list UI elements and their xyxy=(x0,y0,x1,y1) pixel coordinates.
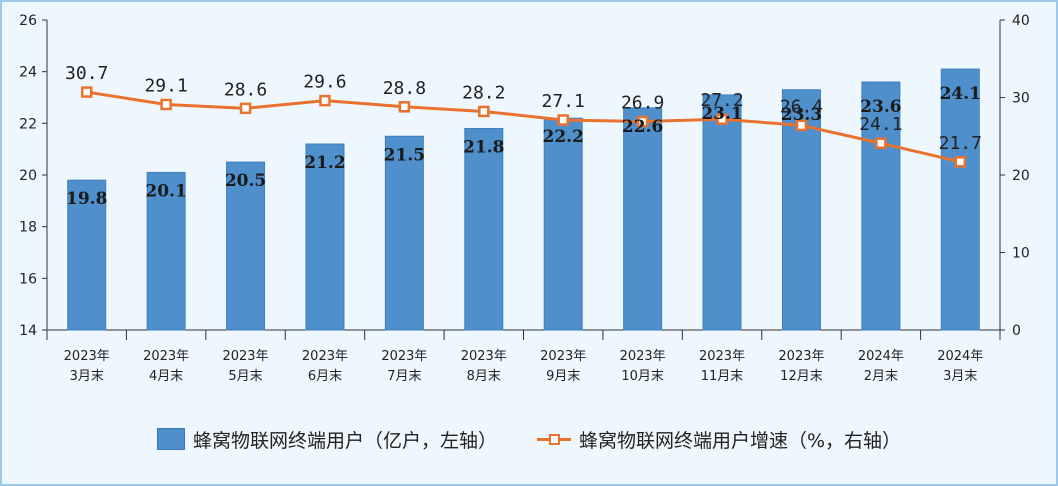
bar-value-label: 21.8 xyxy=(463,138,504,158)
growth-line xyxy=(86,90,961,164)
line-value-label: 24.1 xyxy=(859,114,902,135)
bar-value-label: 22.2 xyxy=(543,127,584,147)
bar-value-label: 23.3 xyxy=(781,105,822,125)
line-point xyxy=(319,94,331,107)
bar xyxy=(464,128,504,331)
x-tick-label-year: 2023年 xyxy=(302,349,348,364)
legend-line-label: 蜂窝物联网终端用户增速（%，右轴） xyxy=(578,429,902,452)
legend-line-swatch xyxy=(536,429,571,449)
line-point xyxy=(716,113,728,125)
bar-value-label: 24.1 xyxy=(940,84,981,104)
x-tick-label-month: 4月末 xyxy=(149,369,183,384)
line-point xyxy=(795,119,808,132)
bar-value-label: 23.1 xyxy=(701,104,742,124)
x-tick-label-month: 10月末 xyxy=(621,369,664,384)
x-tick-label-year: 2024年 xyxy=(858,349,904,364)
line-point xyxy=(80,86,93,98)
bar xyxy=(543,117,583,331)
bar-value-label: 22.6 xyxy=(622,117,663,137)
legend: 蜂窝物联网终端用户（亿户，左轴） 蜂窝物联网终端用户增速（%，右轴） xyxy=(0,424,1058,454)
line-value-label: 29.6 xyxy=(303,72,346,93)
left-tick-label: 16 xyxy=(19,271,37,287)
x-tick-label-year: 2023年 xyxy=(222,349,268,364)
line-value-label: 26.4 xyxy=(780,96,823,117)
line-value-label: 21.7 xyxy=(939,133,982,154)
left-tick-label: 20 xyxy=(19,168,37,184)
line-point xyxy=(398,101,411,113)
x-tick-label-month: 9月末 xyxy=(546,369,580,384)
line-point xyxy=(239,102,252,115)
right-tick-label: 40 xyxy=(1012,13,1030,29)
bar xyxy=(861,81,901,331)
bar xyxy=(384,135,424,331)
line-value-label: 27.2 xyxy=(700,90,743,111)
left-tick-label: 22 xyxy=(19,116,37,132)
x-tick-label-month: 6月末 xyxy=(308,369,342,384)
line-value-label: 30.7 xyxy=(65,63,108,84)
x-tick-label-month: 11月末 xyxy=(701,369,744,384)
line-point xyxy=(557,114,569,126)
left-tick-label: 14 xyxy=(19,323,37,339)
bar-value-label: 20.1 xyxy=(145,181,186,201)
right-tick-label: 30 xyxy=(1012,91,1030,107)
x-tick-label-year: 2023年 xyxy=(778,349,824,364)
right-tick-label: 10 xyxy=(1012,246,1030,262)
right-tick-label: 20 xyxy=(1012,168,1030,184)
line-point xyxy=(478,105,490,118)
bar xyxy=(940,68,980,331)
line-value-label: 27.1 xyxy=(542,91,585,112)
x-tick-label-month: 8月末 xyxy=(467,369,501,384)
line-value-label: 29.1 xyxy=(144,75,187,96)
bar xyxy=(305,143,345,331)
x-tick-label-year: 2023年 xyxy=(540,349,586,364)
x-tick-label-year: 2023年 xyxy=(620,349,666,364)
line-point xyxy=(954,156,967,168)
x-tick-label-year: 2024年 xyxy=(937,349,983,364)
line-value-label: 26.9 xyxy=(621,93,664,114)
x-tick-label-year: 2023年 xyxy=(461,349,507,364)
line-value-label: 28.6 xyxy=(224,79,267,100)
x-tick-label-month: 5月末 xyxy=(228,369,262,384)
bar xyxy=(702,94,742,331)
left-tick-label: 18 xyxy=(19,220,37,236)
bar-value-label: 21.2 xyxy=(304,153,345,173)
left-tick-label: 26 xyxy=(19,13,37,29)
bar xyxy=(67,179,107,331)
bar xyxy=(146,171,186,331)
legend-item-line: 蜂窝物联网终端用户增速（%，右轴） xyxy=(536,426,902,453)
bar-value-label: 23.6 xyxy=(860,97,901,117)
x-tick-label-year: 2023年 xyxy=(143,349,189,364)
x-tick-label-month: 3月末 xyxy=(943,369,977,384)
line-point xyxy=(875,137,887,149)
x-tick-label-month: 12月末 xyxy=(780,369,823,384)
legend-bar-label: 蜂窝物联网终端用户（亿户，左轴） xyxy=(192,429,497,452)
bar xyxy=(226,161,266,331)
bar-value-label: 20.5 xyxy=(225,171,266,191)
x-tick-label-year: 2023年 xyxy=(64,349,110,364)
right-tick-label: 0 xyxy=(1012,323,1021,339)
line-point xyxy=(636,115,649,128)
x-tick-label-year: 2023年 xyxy=(381,349,427,364)
x-tick-label-month: 7月末 xyxy=(387,369,421,384)
bar xyxy=(623,107,663,331)
legend-item-bar: 蜂窝物联网终端用户（亿户，左轴） xyxy=(156,426,497,453)
line-value-label: 28.2 xyxy=(462,82,505,103)
line-point xyxy=(160,98,172,111)
x-tick-label-year: 2023年 xyxy=(699,349,745,364)
legend-bar-swatch xyxy=(156,428,185,450)
left-tick-label: 24 xyxy=(19,65,37,81)
x-tick-label-month: 2月末 xyxy=(864,369,898,384)
bar-value-label: 21.5 xyxy=(384,145,425,165)
line-value-label: 28.8 xyxy=(383,78,426,99)
x-tick-label-month: 3月末 xyxy=(70,369,104,384)
bar-value-label: 19.8 xyxy=(66,189,107,209)
